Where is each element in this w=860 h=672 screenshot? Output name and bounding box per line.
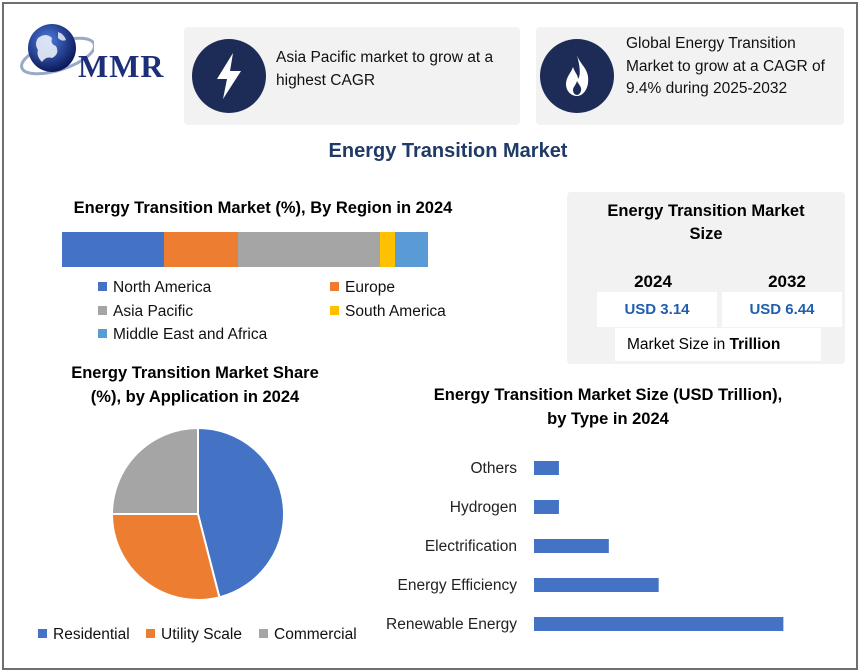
bar-hydrogen bbox=[534, 500, 559, 514]
legend-europe: Europe bbox=[330, 279, 395, 297]
stack-segment-middle-east-and-africa bbox=[395, 232, 428, 267]
legend-swatch bbox=[146, 629, 155, 638]
legend-north-america: North America bbox=[98, 279, 211, 297]
legend-utility-scale: Utility Scale bbox=[146, 626, 242, 644]
bar-label-others: Others bbox=[470, 460, 517, 477]
pie-slice-residential bbox=[197, 428, 285, 599]
legend-asia-pacific: Asia Pacific bbox=[98, 303, 193, 321]
application-pie-chart bbox=[110, 428, 285, 601]
bar-renewable-energy bbox=[534, 617, 784, 631]
pie-slice-utility-scale bbox=[110, 513, 221, 601]
application-chart-title: Energy Transition Market Share (%), by A… bbox=[71, 364, 319, 406]
region-chart-title: Energy Transition Market (%), By Region … bbox=[73, 199, 453, 217]
asia-pacific-card: Asia Pacific market to grow at a highest… bbox=[184, 27, 520, 125]
cagr-card: Global Energy Transition Market to grow … bbox=[536, 27, 844, 125]
legend-swatch bbox=[98, 329, 107, 338]
legend-swatch bbox=[38, 629, 47, 638]
mmr-logo: MMR bbox=[14, 18, 174, 88]
flame-icon bbox=[540, 39, 614, 113]
bar-label-electrification: Electrification bbox=[425, 538, 517, 555]
legend-swatch bbox=[330, 282, 339, 291]
market-size-title: Energy Transition Market Size bbox=[607, 202, 805, 243]
stack-segment-north-america bbox=[62, 232, 165, 267]
bar-energy-efficiency bbox=[534, 578, 659, 592]
legend-residential: Residential bbox=[38, 626, 130, 644]
logo-text: MMR bbox=[78, 48, 165, 84]
legend-commercial: Commercial bbox=[259, 626, 357, 644]
legend-south-america: South America bbox=[330, 303, 446, 321]
cagr-text: Global Energy Transition Market to grow … bbox=[626, 35, 825, 97]
bar-label-renewable-energy: Renewable Energy bbox=[386, 616, 517, 633]
legend-swatch bbox=[98, 282, 107, 291]
legend-swatch bbox=[330, 306, 339, 315]
asia-pacific-text: Asia Pacific market to grow at a highest… bbox=[276, 49, 494, 89]
stack-segment-south-america bbox=[380, 232, 396, 267]
market-size-unit: Market Size in Trillion bbox=[615, 328, 821, 361]
bar-label-energy-efficiency: Energy Efficiency bbox=[398, 577, 518, 594]
main-title: Energy Transition Market bbox=[328, 140, 568, 162]
bar-electrification bbox=[534, 539, 609, 553]
bar-others bbox=[534, 461, 559, 475]
market-size-box: Energy Transition Market Size 2024 2032 … bbox=[567, 192, 845, 364]
legend-swatch bbox=[259, 629, 268, 638]
region-stacked-bar bbox=[62, 232, 428, 267]
bar-label-hydrogen: Hydrogen bbox=[450, 499, 517, 516]
globe-icon bbox=[20, 24, 94, 76]
lightning-icon bbox=[192, 39, 266, 113]
legend-middle-east-africa: Middle East and Africa bbox=[98, 326, 267, 344]
stack-segment-asia-pacific bbox=[237, 232, 381, 267]
stack-segment-europe bbox=[164, 232, 238, 267]
year-2032: 2032 bbox=[768, 272, 806, 291]
value-2024: USD 3.14 bbox=[597, 292, 717, 327]
type-chart-title: Energy Transition Market Size (USD Trill… bbox=[433, 386, 783, 428]
pie-slice-commercial bbox=[110, 428, 199, 515]
type-bar-chart: Others Hydrogen Electrification Energy Effi… bbox=[386, 460, 784, 633]
year-2024: 2024 bbox=[634, 272, 672, 291]
legend-swatch bbox=[98, 306, 107, 315]
value-2032: USD 6.44 bbox=[722, 292, 842, 327]
